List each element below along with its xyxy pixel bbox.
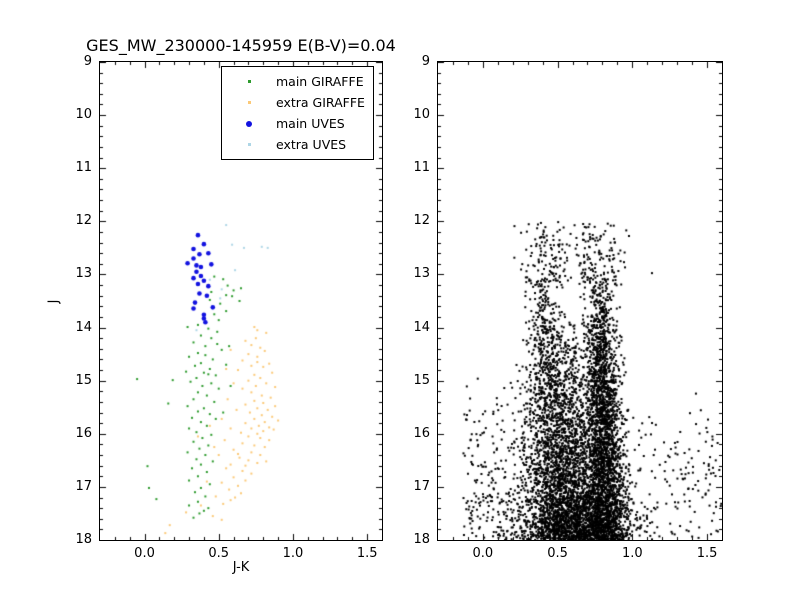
right-scatter-canvas: [438, 62, 722, 540]
y-tick-label: 13: [413, 266, 430, 282]
y-axis-label: J: [46, 299, 62, 304]
y-tick-label: 14: [413, 319, 430, 335]
x-tick-label: 0.0: [472, 546, 494, 561]
legend-pixel-marker-icon: [222, 101, 276, 104]
legend-item-label: extra UVES: [276, 137, 347, 152]
y-tick-label: 11: [75, 160, 92, 176]
x-tick-label: 1.0: [282, 546, 304, 561]
legend-item-label: main GIRAFFE: [276, 74, 364, 89]
y-tick-label: 12: [75, 213, 92, 229]
legend: main GIRAFFE extra GIRAFFE main UVES extra …: [221, 66, 374, 160]
y-tick-label: 13: [75, 266, 92, 282]
x-axis-label: J-K: [232, 560, 250, 575]
legend-circle-marker-icon: [222, 120, 276, 127]
legend-pixel-marker-icon: [222, 143, 276, 146]
left-cmd-panel: main GIRAFFE extra GIRAFFE main UVES extra …: [99, 61, 383, 541]
y-tick-label: 11: [413, 160, 430, 176]
chart-title: GES_MW_230000-145959 E(B-V)=0.04: [86, 36, 396, 55]
x-tick-label: 0.0: [134, 546, 155, 561]
y-tick-label: 15: [413, 372, 430, 388]
x-tick-label: 0.5: [208, 546, 230, 561]
x-tick-label: 0.5: [547, 546, 568, 561]
legend-pixel-marker-icon: [222, 80, 276, 83]
y-tick-label: 15: [75, 372, 92, 388]
y-tick-label: 14: [75, 319, 92, 335]
legend-item: extra UVES: [222, 134, 373, 155]
legend-item: extra GIRAFFE: [222, 92, 373, 113]
y-tick-label: 17: [75, 478, 92, 494]
y-tick-label: 18: [75, 532, 92, 547]
y-tick-label: 10: [75, 107, 92, 123]
legend-item: main GIRAFFE: [222, 71, 373, 92]
y-tick-label: 9: [421, 54, 430, 69]
x-tick-label: 1.0: [621, 546, 643, 561]
y-tick-label: 10: [413, 107, 430, 123]
x-tick-label: 1.5: [696, 546, 718, 561]
legend-item-label: main UVES: [276, 116, 345, 131]
y-tick-label: 16: [75, 425, 92, 441]
legend-item: main UVES: [222, 113, 373, 134]
y-tick-label: 17: [413, 478, 430, 494]
legend-item-label: extra GIRAFFE: [276, 95, 365, 110]
right-cmd-panel: [437, 61, 723, 541]
y-tick-label: 9: [83, 54, 92, 69]
y-tick-label: 18: [413, 532, 430, 547]
y-tick-label: 12: [413, 213, 430, 229]
x-tick-label: 1.5: [356, 546, 378, 561]
y-tick-label: 16: [413, 425, 430, 441]
